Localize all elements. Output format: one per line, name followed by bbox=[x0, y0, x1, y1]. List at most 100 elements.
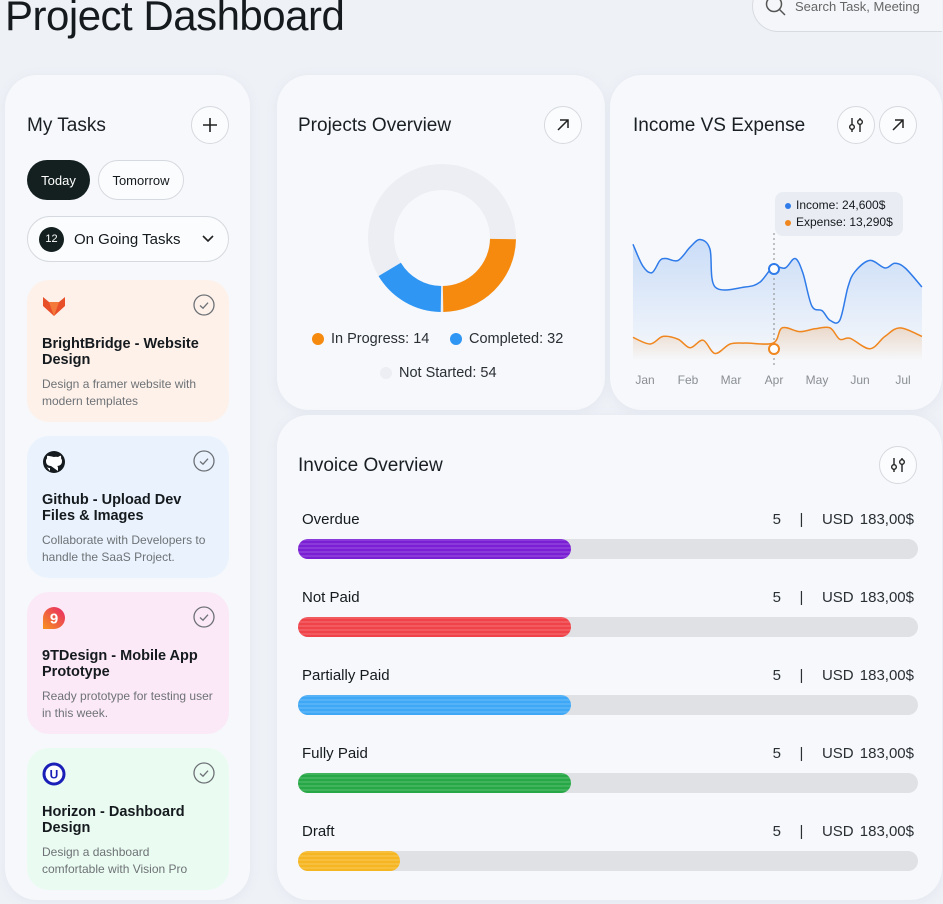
in-progress-dot bbox=[312, 333, 324, 345]
invoice-overview-title: Invoice Overview bbox=[298, 455, 443, 476]
task-card[interactable]: 9 9TDesign - Mobile App Prototype Ready … bbox=[27, 592, 229, 734]
invoice-total: USD 183,00$ bbox=[821, 589, 914, 606]
invoice-count: 5 bbox=[772, 667, 781, 684]
invoice-progress-fill bbox=[298, 773, 571, 793]
invoice-count: 5 bbox=[772, 511, 781, 528]
invoice-progress-track bbox=[298, 851, 918, 871]
task-description: Design a dashboard comfortable with Visi… bbox=[42, 845, 188, 876]
legend-not-started: Not Started: 54 bbox=[380, 365, 497, 381]
check-circle-icon[interactable] bbox=[193, 762, 215, 784]
filter-button[interactable] bbox=[837, 106, 875, 144]
task-count-badge: 12 bbox=[39, 226, 64, 252]
task-title: 9TDesign - Mobile App Prototype bbox=[42, 648, 198, 680]
check-circle-icon[interactable] bbox=[193, 450, 215, 472]
income-dot bbox=[785, 202, 791, 209]
income-expense-line-chart: Jan Feb Mar Apr May Jun Jul bbox=[632, 233, 923, 387]
my-tasks-panel: My Tasks Today Tomorrow 12 On Going Task… bbox=[5, 75, 250, 900]
projects-overview-panel: Projects Overview In Progress: 14 Comple… bbox=[277, 75, 605, 410]
invoice-progress-fill bbox=[298, 617, 571, 637]
x-tick-label: May bbox=[806, 373, 829, 387]
legend-in-progress: In Progress: 14 bbox=[312, 331, 429, 347]
tab-tomorrow[interactable]: Tomorrow bbox=[98, 160, 184, 200]
x-tick-label: Mar bbox=[721, 373, 742, 387]
invoice-progress-track bbox=[298, 773, 918, 793]
income-line bbox=[632, 238, 923, 324]
invoice-amount: 5 | USD 183,00$ bbox=[773, 511, 914, 528]
tab-today[interactable]: Today bbox=[27, 160, 90, 200]
invoice-count: 5 bbox=[772, 589, 781, 606]
search-icon bbox=[765, 0, 786, 16]
check-circle-icon[interactable] bbox=[193, 294, 215, 316]
invoice-amount: 5 | USD 183,00$ bbox=[773, 589, 914, 606]
projects-overview-title: Projects Overview bbox=[298, 115, 452, 136]
separator: | bbox=[799, 667, 804, 684]
donut-in-progress bbox=[442, 238, 516, 312]
invoice-status-label: Partially Paid bbox=[302, 667, 390, 684]
invoice-filter-button[interactable] bbox=[879, 446, 917, 484]
donut-not-started bbox=[368, 164, 516, 312]
x-tick-label: Apr bbox=[765, 373, 784, 387]
not-started-dot bbox=[380, 367, 392, 379]
x-tick-label: Jan bbox=[635, 373, 654, 387]
fox-logo-icon bbox=[42, 294, 66, 318]
task-filter-dropdown[interactable]: 12 On Going Tasks bbox=[27, 216, 229, 262]
arrow-up-right-icon bbox=[557, 119, 569, 131]
invoice-amount: 5 | USD 183,00$ bbox=[773, 745, 914, 762]
page-title: Project Dashboard bbox=[5, 0, 345, 39]
invoice-status-label: Draft bbox=[302, 823, 335, 840]
invoice-amount: 5 | USD 183,00$ bbox=[773, 823, 914, 840]
task-title: BrightBridge - Website Design bbox=[42, 336, 199, 368]
search-input[interactable]: Search Task, Meeting bbox=[752, 0, 942, 32]
open-projects-button[interactable] bbox=[544, 106, 582, 144]
legend-completed: Completed: 32 bbox=[450, 331, 563, 347]
income-expense-panel: Income VS Expense Jan Feb Mar Apr May Jun Jul … bbox=[610, 75, 942, 410]
tooltip-expense: Expense: 13,290$ bbox=[796, 215, 893, 229]
income-marker[interactable] bbox=[768, 263, 780, 275]
invoice-total: USD 183,00$ bbox=[821, 667, 914, 684]
invoice-status-label: Fully Paid bbox=[302, 745, 368, 762]
open-income-button[interactable] bbox=[879, 106, 917, 144]
in-progress-label: In Progress: 14 bbox=[331, 331, 430, 347]
task-card[interactable]: Github - Upload Dev Files & Images Colla… bbox=[27, 436, 229, 578]
plus-icon bbox=[203, 118, 217, 132]
invoice-progress-fill bbox=[298, 851, 401, 871]
add-task-button[interactable] bbox=[191, 106, 229, 144]
task-card[interactable]: U Horizon - Dashboard Design Design a da… bbox=[27, 748, 229, 890]
search-placeholder: Search Task, Meeting bbox=[795, 0, 920, 14]
invoice-progress-fill bbox=[298, 539, 571, 559]
invoice-overview-panel: Invoice Overview Overdue 5 | USD 183,00$… bbox=[277, 415, 942, 900]
task-card[interactable]: BrightBridge - Website Design Design a f… bbox=[27, 280, 229, 422]
invoice-amount: 5 | USD 183,00$ bbox=[773, 667, 914, 684]
tooltip-income: Income: 24,600$ bbox=[796, 198, 886, 212]
invoice-progress-track bbox=[298, 539, 918, 559]
my-tasks-title: My Tasks bbox=[27, 115, 106, 136]
check-circle-icon[interactable] bbox=[193, 606, 215, 628]
sliders-icon bbox=[891, 458, 905, 472]
completed-label: Completed: 32 bbox=[469, 331, 564, 347]
invoice-count: 5 bbox=[772, 823, 781, 840]
separator: | bbox=[799, 589, 804, 606]
svg-text:9: 9 bbox=[50, 611, 58, 628]
income-expense-title: Income VS Expense bbox=[633, 115, 806, 136]
expense-marker[interactable] bbox=[768, 343, 780, 355]
svg-text:U: U bbox=[50, 768, 59, 782]
9tdesign-logo-icon: 9 bbox=[42, 606, 66, 630]
income-area bbox=[632, 239, 922, 360]
invoice-progress-track bbox=[298, 617, 918, 637]
invoice-count: 5 bbox=[772, 745, 781, 762]
x-tick-label: Feb bbox=[678, 373, 699, 387]
separator: | bbox=[799, 745, 804, 762]
invoice-progress-track bbox=[298, 695, 918, 715]
horizon-logo-icon: U bbox=[42, 762, 66, 786]
expense-area bbox=[632, 327, 922, 360]
invoice-total: USD 183,00$ bbox=[821, 745, 914, 762]
github-icon bbox=[42, 450, 66, 474]
task-description: Design a framer website with modern temp… bbox=[42, 377, 197, 408]
chart-tooltip: Income: 24,600$ Expense: 13,290$ bbox=[775, 192, 903, 236]
invoice-progress-fill bbox=[298, 695, 571, 715]
task-description: Ready prototype for testing user in this… bbox=[42, 689, 213, 720]
expense-dot bbox=[785, 219, 791, 226]
invoice-status-label: Overdue bbox=[302, 511, 360, 528]
not-started-label: Not Started: 54 bbox=[399, 365, 497, 381]
task-title: Horizon - Dashboard Design bbox=[42, 804, 185, 836]
